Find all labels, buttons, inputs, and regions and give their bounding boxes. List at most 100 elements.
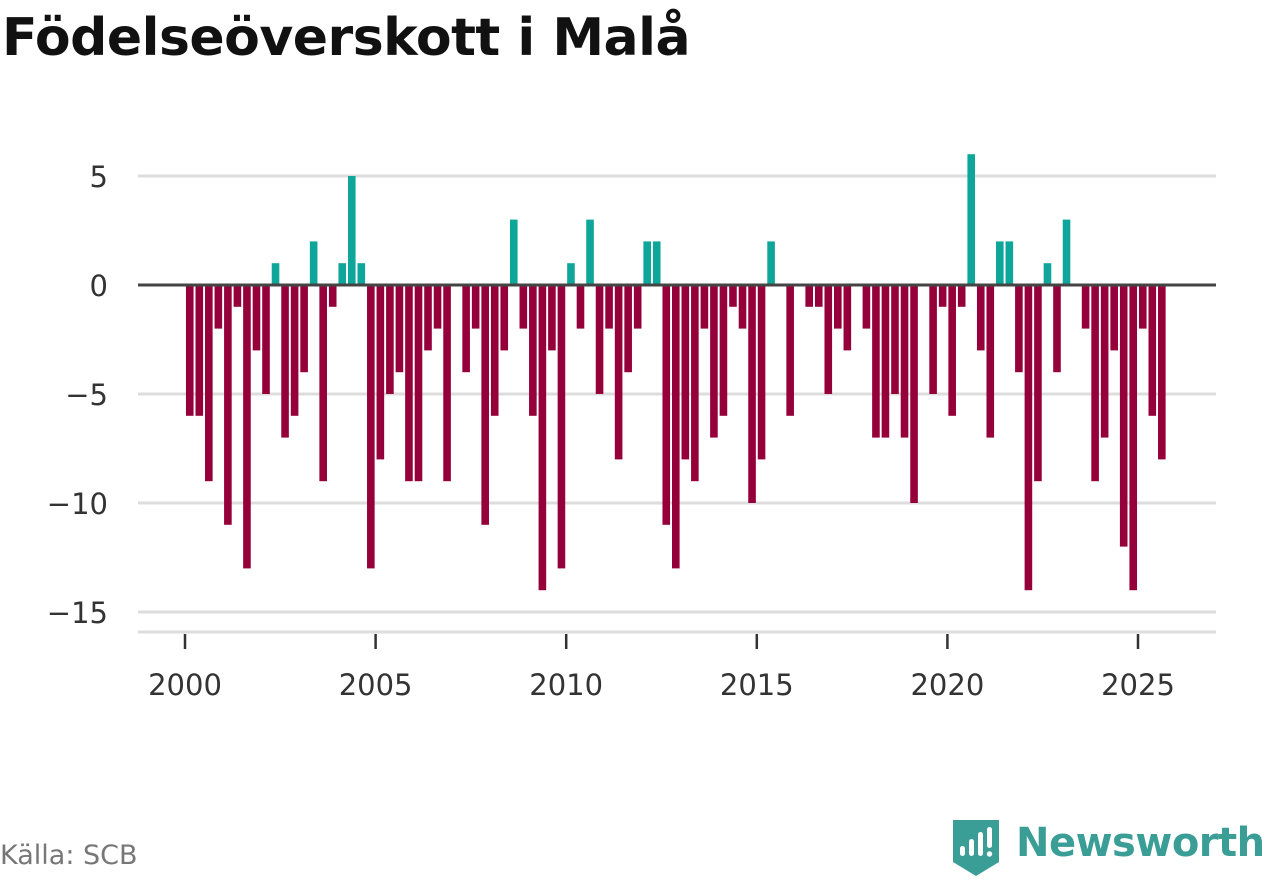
bar bbox=[1148, 285, 1157, 416]
bar bbox=[1129, 285, 1138, 591]
bar bbox=[1091, 285, 1099, 482]
bar bbox=[271, 263, 280, 285]
y-tick-label: −15 bbox=[47, 596, 108, 630]
x-tick-label: 2020 bbox=[910, 668, 984, 702]
bar bbox=[548, 285, 556, 351]
bar bbox=[605, 285, 613, 329]
bar bbox=[1119, 285, 1128, 547]
bar bbox=[576, 285, 585, 329]
y-tick-label: 0 bbox=[90, 269, 108, 303]
bar bbox=[367, 285, 375, 569]
bar bbox=[948, 285, 956, 416]
bar bbox=[1015, 285, 1023, 373]
x-tick-label: 2015 bbox=[720, 668, 794, 702]
bars bbox=[185, 154, 1166, 591]
bar bbox=[500, 285, 509, 351]
bar bbox=[910, 285, 918, 503]
bar bbox=[938, 285, 947, 307]
bar bbox=[443, 285, 451, 482]
bar bbox=[328, 285, 337, 307]
bar bbox=[300, 285, 308, 373]
bar bbox=[433, 285, 442, 329]
bar bbox=[214, 285, 223, 329]
chart-title: Födelseöverskott i Malå bbox=[2, 8, 691, 68]
bar bbox=[710, 285, 718, 438]
bar bbox=[405, 285, 413, 482]
y-tick-label: 5 bbox=[90, 160, 108, 194]
source-label: Källa: SCB bbox=[0, 840, 138, 871]
bar bbox=[633, 285, 642, 329]
bar bbox=[538, 285, 547, 591]
bar bbox=[1158, 285, 1166, 460]
bar bbox=[767, 241, 775, 285]
y-tick-label: −10 bbox=[47, 487, 108, 521]
bar bbox=[319, 285, 327, 482]
x-tick-label: 2025 bbox=[1101, 668, 1175, 702]
bar bbox=[338, 263, 347, 285]
bar bbox=[738, 285, 747, 329]
brand-logo: Newsworthy bbox=[950, 818, 1262, 878]
bar bbox=[786, 285, 794, 416]
bar bbox=[481, 285, 489, 525]
bar bbox=[233, 285, 242, 307]
y-tick-label: −5 bbox=[65, 378, 108, 412]
bar bbox=[529, 285, 537, 416]
bar bbox=[262, 285, 270, 394]
bar bbox=[643, 241, 651, 285]
bar bbox=[252, 285, 261, 351]
bar bbox=[1138, 285, 1147, 329]
bar bbox=[719, 285, 728, 416]
bar bbox=[929, 285, 937, 394]
bar-chart: 5 0 −5 −10 −15 2000 2005 2010 2015 2020 2025 bbox=[47, 154, 1216, 702]
bar bbox=[1005, 241, 1014, 285]
bar bbox=[700, 285, 709, 329]
bar bbox=[595, 285, 604, 394]
newsworthy-logo-icon bbox=[953, 820, 999, 876]
bar bbox=[243, 285, 251, 569]
bar bbox=[691, 285, 699, 482]
bar bbox=[891, 285, 899, 394]
bar bbox=[414, 285, 423, 482]
x-tick-label: 2005 bbox=[339, 668, 413, 702]
bar bbox=[1081, 285, 1090, 329]
bar bbox=[1043, 263, 1052, 285]
bar bbox=[662, 285, 671, 525]
bar bbox=[814, 285, 823, 307]
bar bbox=[996, 241, 1004, 285]
bar bbox=[976, 285, 985, 351]
bar bbox=[624, 285, 632, 373]
bar bbox=[395, 285, 404, 373]
bar bbox=[672, 285, 680, 569]
bar bbox=[281, 285, 289, 438]
bar bbox=[986, 285, 995, 438]
bar bbox=[1024, 285, 1033, 591]
bar bbox=[872, 285, 880, 438]
bar bbox=[824, 285, 833, 394]
bar bbox=[1062, 219, 1071, 285]
bar bbox=[614, 285, 623, 460]
bar bbox=[185, 285, 194, 416]
bar bbox=[729, 285, 737, 307]
bar bbox=[967, 154, 976, 285]
bar bbox=[757, 285, 766, 460]
bar bbox=[376, 285, 385, 460]
bar bbox=[567, 263, 575, 285]
bar bbox=[205, 285, 213, 482]
bar bbox=[805, 285, 814, 307]
bar bbox=[1110, 285, 1118, 351]
bar bbox=[386, 285, 394, 394]
bar bbox=[471, 285, 480, 329]
bar bbox=[748, 285, 756, 503]
bar bbox=[290, 285, 299, 416]
bar bbox=[862, 285, 871, 329]
bar bbox=[424, 285, 432, 351]
bar bbox=[509, 219, 518, 285]
bar bbox=[557, 285, 566, 569]
bar bbox=[1053, 285, 1061, 373]
axes: 5 0 −5 −10 −15 2000 2005 2010 2015 2020 2025 bbox=[47, 160, 1216, 702]
bar bbox=[224, 285, 232, 525]
bar bbox=[195, 285, 204, 416]
x-tick-label: 2010 bbox=[529, 668, 603, 702]
bar bbox=[957, 285, 966, 307]
bar bbox=[681, 285, 690, 460]
